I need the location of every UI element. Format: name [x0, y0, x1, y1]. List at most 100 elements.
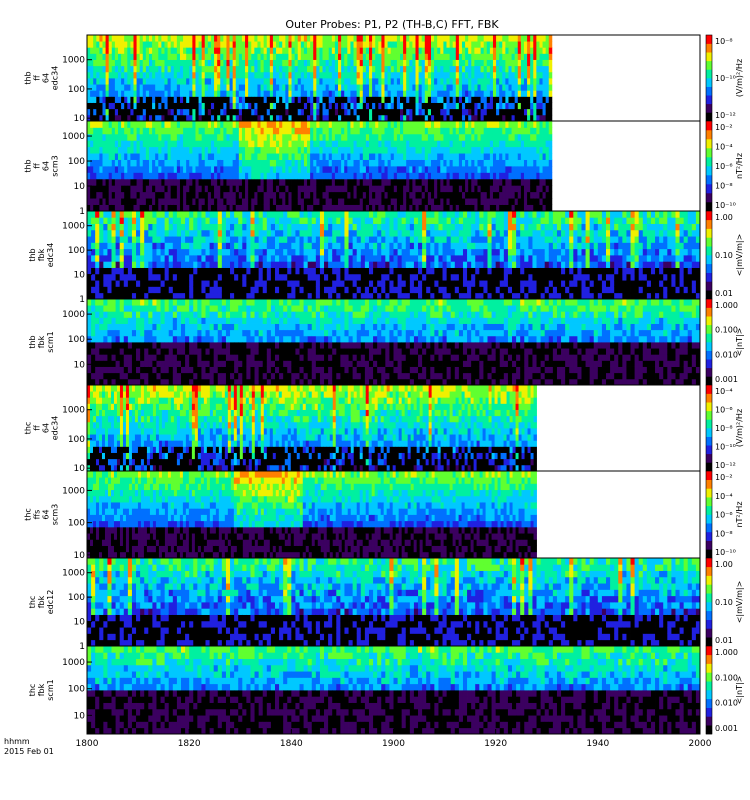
- spectrogram-cell: [133, 114, 137, 122]
- spectrogram-cell: [319, 166, 323, 173]
- spectrogram-cell: [235, 178, 240, 186]
- spectrogram-cell: [384, 198, 389, 205]
- spectrogram-cell: [279, 217, 284, 224]
- spectrogram-cell: [545, 204, 550, 212]
- spectrogram-cell: [344, 159, 348, 167]
- spectrogram-cell: [359, 204, 364, 212]
- spectrogram-cell: [322, 191, 327, 199]
- spectrogram-cell: [523, 153, 528, 160]
- spectrogram-cell: [198, 53, 203, 60]
- spectrogram-cell: [207, 47, 212, 54]
- spectrogram-cell: [319, 53, 323, 60]
- spectrogram-cell: [108, 146, 113, 154]
- spectrogram-cell: [223, 71, 227, 79]
- spectrogram-cell: [269, 159, 274, 167]
- spectrogram-cell: [505, 185, 509, 193]
- spectrogram-cell: [381, 166, 385, 173]
- spectrogram-cell: [316, 108, 320, 116]
- spectrogram-cell: [238, 217, 243, 224]
- spectrogram-cell: [131, 217, 137, 224]
- spectrogram-cell: [161, 140, 165, 148]
- spectrogram-cell: [496, 127, 500, 135]
- spectrogram-cell: [223, 191, 227, 199]
- spectrogram-cell: [251, 78, 255, 85]
- spectrogram-cell: [542, 47, 547, 54]
- spectrogram-cell: [502, 96, 506, 103]
- spectrogram-cell: [133, 41, 137, 48]
- spectrogram-cell: [144, 229, 149, 237]
- spectrogram-cell: [155, 78, 159, 85]
- spectrogram-cell: [179, 121, 184, 128]
- spectrogram-cell: [294, 114, 299, 122]
- spectrogram-cell: [480, 172, 485, 180]
- spectrogram-cell: [285, 96, 289, 103]
- spectrogram-cell: [362, 78, 367, 85]
- spectrogram-cell: [455, 35, 460, 42]
- spectrogram-cell: [499, 140, 503, 148]
- spectrogram-cell: [393, 178, 398, 186]
- spectrogram-cell: [158, 114, 162, 122]
- spectrogram-cell: [431, 166, 435, 173]
- spectrogram-cell: [412, 41, 416, 48]
- spectrogram-cell: [95, 261, 100, 268]
- spectrogram-cell: [378, 185, 382, 193]
- spectrogram-cell: [319, 178, 323, 186]
- spectrogram-cell: [161, 146, 165, 154]
- spectrogram-cell: [189, 102, 193, 110]
- spectrogram-cell: [87, 204, 91, 212]
- spectrogram-cell: [272, 191, 277, 199]
- spectrogram-cell: [93, 121, 97, 128]
- spectrogram-cell: [542, 198, 547, 205]
- spectrogram-cell: [111, 47, 116, 54]
- spectrogram-cell: [87, 84, 91, 91]
- spectrogram-cell: [235, 140, 240, 148]
- spectrogram-cell: [285, 178, 289, 186]
- spectrogram-cell: [130, 146, 134, 154]
- spectrogram-cell: [294, 53, 299, 60]
- spectrogram-cell: [328, 65, 333, 73]
- spectrogram-cell: [201, 133, 206, 141]
- spectrogram-cell: [226, 41, 230, 48]
- spectrogram-cell: [533, 146, 537, 154]
- spectrogram-cell: [378, 108, 382, 116]
- spectrogram-cell: [322, 78, 327, 85]
- spectrogram-cell: [415, 35, 419, 42]
- spectrogram-cell: [369, 53, 373, 60]
- spectrogram-cell: [232, 198, 237, 205]
- spectrogram-cell: [161, 65, 165, 73]
- spectrogram-cell: [87, 292, 92, 300]
- spectrogram-cell: [353, 133, 358, 141]
- spectrogram-cell: [446, 146, 450, 154]
- spectrogram-cell: [461, 65, 466, 73]
- spectrogram-cell: [217, 102, 221, 110]
- spectrogram-cell: [248, 140, 252, 148]
- spectrogram-cell: [446, 185, 450, 193]
- spectrogram-cell: [431, 35, 435, 42]
- spectrogram-cell: [209, 280, 215, 287]
- spectrogram-cell: [254, 242, 260, 250]
- spectrogram-cell: [90, 153, 94, 160]
- spectrogram-cell: [350, 204, 354, 212]
- spectrogram-cell: [527, 59, 531, 67]
- spectrogram-cell: [164, 286, 170, 294]
- spectrogram-cell: [130, 185, 134, 193]
- spectrogram-cell: [99, 280, 104, 287]
- spectrogram-cell: [520, 159, 525, 167]
- spectrogram-cell: [300, 71, 305, 79]
- spectrogram-cell: [195, 172, 199, 180]
- spectrogram-cell: [160, 211, 166, 218]
- spectrogram-cell: [468, 53, 472, 60]
- spectrogram-cell: [449, 159, 454, 167]
- spectrogram-cell: [260, 35, 265, 42]
- spectrogram-cell: [269, 114, 274, 122]
- spectrogram-cell: [486, 121, 491, 128]
- spectrogram-cell: [465, 41, 469, 48]
- spectrogram-cell: [387, 191, 392, 199]
- spectrogram-cell: [207, 96, 212, 103]
- spectrogram-cell: [474, 127, 478, 135]
- spectrogram-cell: [87, 96, 91, 103]
- spectrogram-cell: [287, 273, 292, 281]
- spectrogram-cell: [108, 108, 113, 116]
- spectrogram-cell: [266, 59, 271, 67]
- spectrogram-cell: [310, 204, 314, 212]
